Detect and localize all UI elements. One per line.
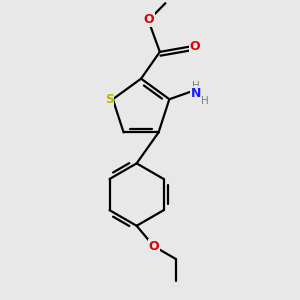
Text: S: S bbox=[105, 93, 114, 106]
Text: O: O bbox=[144, 13, 154, 26]
Text: N: N bbox=[191, 87, 201, 100]
Text: H: H bbox=[192, 81, 200, 91]
Text: O: O bbox=[189, 40, 200, 53]
Text: O: O bbox=[148, 240, 159, 253]
Text: H: H bbox=[201, 96, 209, 106]
